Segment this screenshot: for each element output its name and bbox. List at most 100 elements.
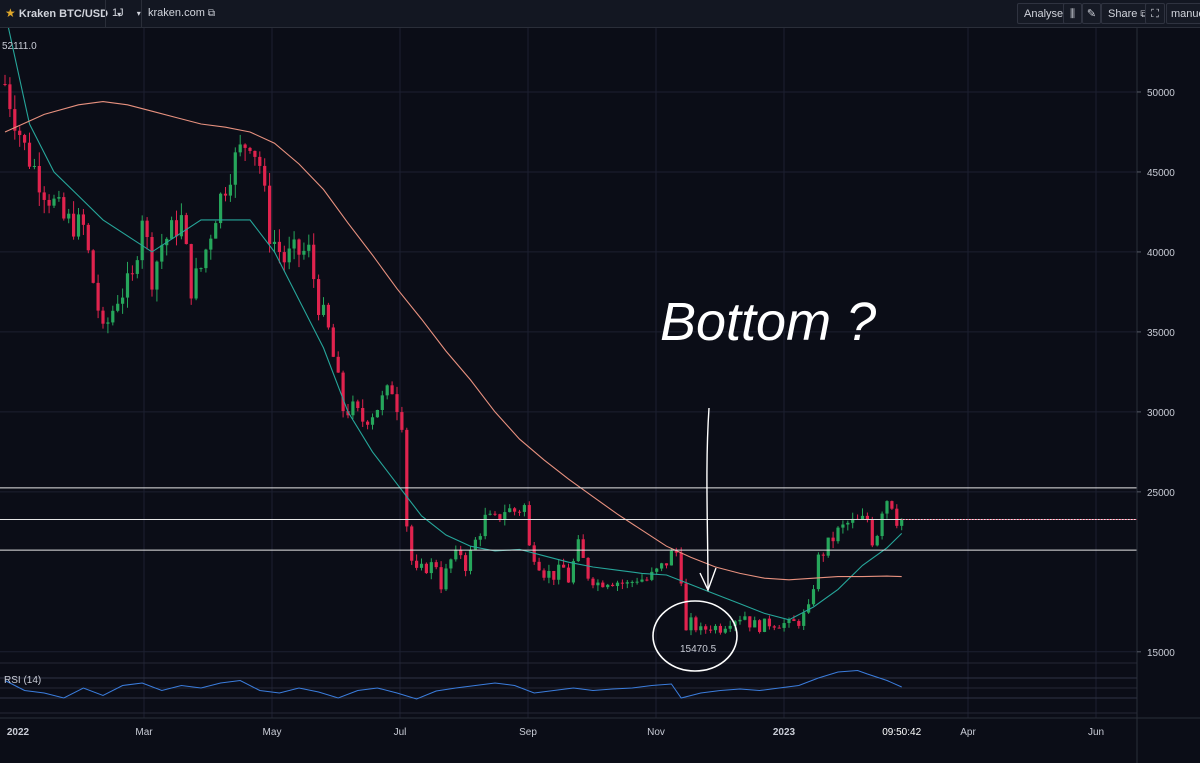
candle-body <box>503 512 507 520</box>
arrow-shaft-annotation <box>706 407 710 589</box>
x-tick-label: Jul <box>394 727 407 738</box>
candle-body <box>895 508 899 526</box>
candle-body <box>228 184 232 196</box>
candle-body <box>777 627 781 629</box>
candle-body <box>307 244 311 251</box>
candle-body <box>57 197 61 199</box>
share-button[interactable]: Share ⧉ <box>1101 3 1155 24</box>
candle-body <box>468 549 473 571</box>
x-tick-label: 2022 <box>7 727 30 738</box>
source-label: kraken.com <box>148 7 205 19</box>
interval-selector[interactable]: 1J ▾ <box>112 3 141 24</box>
candle-body <box>410 526 414 561</box>
candle-body <box>772 626 776 628</box>
chevron-down-icon[interactable]: ▾ <box>117 10 122 19</box>
rsi-pane: 050100RSI (14) <box>0 659 1200 719</box>
candle-body <box>8 84 12 110</box>
candle-body <box>194 268 198 299</box>
candle-body <box>655 568 659 572</box>
candle-body <box>179 215 183 237</box>
symbol-selector[interactable]: ★ Kraken BTC/USD ▾ <box>5 3 121 24</box>
y-tick-label: 40000 <box>1147 248 1175 259</box>
candle-body <box>782 623 786 628</box>
annotation-layer: 52111.0 15470.5 Bottom ? <box>2 41 876 672</box>
candle-body <box>758 620 762 632</box>
candle-body <box>816 554 820 590</box>
candle-body <box>47 199 51 206</box>
candle-body <box>174 220 179 237</box>
candle-body <box>900 518 904 526</box>
ma-slow-line <box>4 101 902 581</box>
indicators-icon[interactable]: ⫼ <box>1063 3 1082 24</box>
candle-body <box>140 220 144 261</box>
candle-body <box>76 214 81 237</box>
candle-body <box>243 144 247 148</box>
candle-body <box>150 237 154 290</box>
candle-body <box>841 524 845 528</box>
external-link-icon: ⧉ <box>207 8 216 19</box>
candle-body <box>238 144 242 153</box>
candle-body <box>67 213 71 219</box>
candle-body <box>566 567 571 583</box>
candle-body <box>292 239 296 249</box>
candle-body <box>111 310 115 323</box>
x-tick-label: Apr <box>960 727 976 738</box>
candle-body <box>287 248 291 263</box>
y-axis-background <box>1137 28 1200 718</box>
low-circle-annotation <box>652 600 738 672</box>
candle-body <box>728 625 732 629</box>
candle-body <box>214 223 218 239</box>
candle-body <box>517 511 522 513</box>
candle-body <box>209 238 213 250</box>
candle-body <box>155 261 159 290</box>
low-label: 15470.5 <box>680 644 717 655</box>
candle-body <box>302 250 306 255</box>
candle-body <box>356 401 360 408</box>
candle-body <box>826 537 830 556</box>
candle-body <box>718 625 722 633</box>
candle-body <box>836 527 840 542</box>
source-link[interactable]: kraken.com ⧉ <box>148 3 215 24</box>
candle-body <box>846 522 850 525</box>
candle-body <box>223 193 228 196</box>
ma-fast-line <box>7 28 903 621</box>
candle-body <box>807 604 811 613</box>
price-chart[interactable]: 25250.023272.621359.119732.4 050100RSI (… <box>0 28 1200 763</box>
candle-body <box>341 372 345 412</box>
candle-body <box>870 519 874 546</box>
candle-body <box>429 562 433 574</box>
star-icon[interactable]: ★ <box>5 6 16 20</box>
candle-body <box>738 619 742 622</box>
candle-body <box>596 582 600 586</box>
user-menu-button[interactable]: manuel <box>1166 3 1200 24</box>
candle-body <box>831 537 835 542</box>
x-tick-label: Sep <box>519 727 537 738</box>
y-tick-label: 25000 <box>1147 488 1175 499</box>
candle-body <box>498 514 502 520</box>
candle-body <box>704 626 708 630</box>
candle-body <box>375 409 379 418</box>
fullscreen-icon[interactable]: ⛶ <box>1145 3 1165 24</box>
candle-body <box>189 244 193 299</box>
candle-body <box>802 612 806 626</box>
candle-body <box>464 555 468 571</box>
candle-body <box>547 570 551 578</box>
candle-body <box>571 561 575 583</box>
y-tick-label: 35000 <box>1147 328 1175 339</box>
chevron-down-icon[interactable]: ▾ <box>136 9 141 18</box>
candle-body <box>669 550 673 566</box>
candle-body <box>650 571 654 580</box>
candle-body <box>601 582 605 588</box>
candle-body <box>552 570 556 580</box>
candle-body <box>317 279 321 315</box>
candle-body <box>444 568 448 590</box>
time-label: 09:50:42 <box>882 727 921 738</box>
pencil-icon[interactable]: ✎ <box>1082 3 1101 24</box>
analyse-label: Analyse <box>1024 8 1064 20</box>
candle-body <box>405 429 409 527</box>
candle-body <box>130 273 134 275</box>
candle-body <box>635 581 639 583</box>
candle-body <box>557 564 561 580</box>
candle-body <box>336 356 340 373</box>
candle-body <box>645 579 649 581</box>
